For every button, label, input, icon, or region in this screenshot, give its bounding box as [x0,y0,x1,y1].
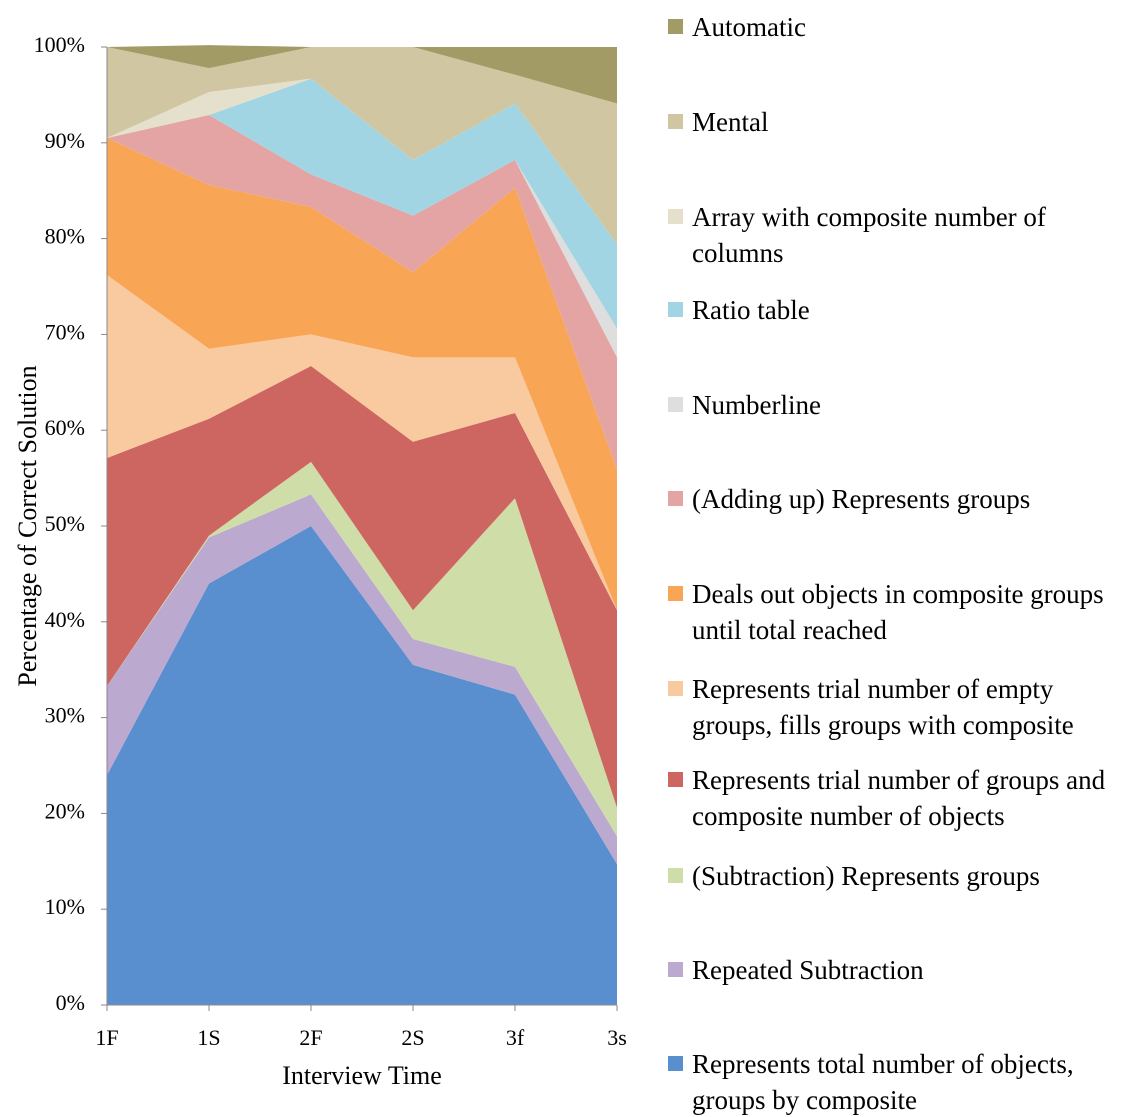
area [107,138,617,611]
legend-swatch [668,302,683,317]
area [107,494,617,865]
y-axis-title: Percentage of Correct Solution [13,365,42,686]
y-tick-label: 70% [45,319,85,344]
y-tick-label: 90% [45,128,85,153]
legend-swatch [668,1056,683,1071]
legend-swatch [668,962,683,977]
area [107,78,617,329]
x-tick-label: 1S [197,1025,220,1050]
y-tick-label: 80% [45,224,85,249]
legend-label: Deals out objects in composite groups un… [692,579,1104,645]
area [107,366,617,808]
legend-swatch [668,114,683,129]
y-tick-label: 50% [45,511,85,536]
legend-label: (Subtraction) Represents groups [692,861,1040,891]
y-tick-label: 10% [45,894,85,919]
legend-swatch [668,586,683,601]
legend-label: Array with composite number of columns [692,202,1046,268]
area [107,526,617,1005]
y-tick-label: 60% [45,415,85,440]
legend-label: Ratio table [692,295,810,325]
legend-swatch [668,772,683,787]
y-tick-label: 20% [45,798,85,823]
y-tick-label: 0% [56,990,85,1015]
x-tick-label: 3f [506,1025,525,1050]
legend-swatch [668,19,683,34]
area [107,461,617,837]
legend-label: Mental [692,107,769,137]
x-tick-label: 3s [607,1025,627,1050]
y-tick-label: 40% [45,607,85,632]
x-tick-label: 2S [401,1025,424,1050]
area [107,45,617,104]
legend-swatch [668,209,683,224]
legend-label: Repeated Subtraction [692,955,924,985]
area [107,47,617,245]
area [107,115,617,470]
legend-label: (Adding up) Represents groups [692,484,1031,514]
y-tick-label: 30% [45,703,85,728]
x-tick-label: 1F [95,1025,118,1050]
x-tick-label: 2F [299,1025,322,1050]
x-axis-title: Interview Time [282,1061,442,1090]
legend-label: Automatic [692,12,806,42]
legend-label: Represents total number of objects, grou… [692,1049,1074,1115]
legend-label: Represents trial number of groups and co… [692,765,1106,831]
legend-swatch [668,491,683,506]
legend-swatch [668,397,683,412]
y-tick-label: 100% [34,32,85,57]
legend-label: Numberline [692,390,821,420]
area [107,275,617,611]
legend-label: Represents trial number of empty groups,… [692,674,1074,740]
legend-swatch [668,868,683,883]
legend-swatch [668,681,683,696]
